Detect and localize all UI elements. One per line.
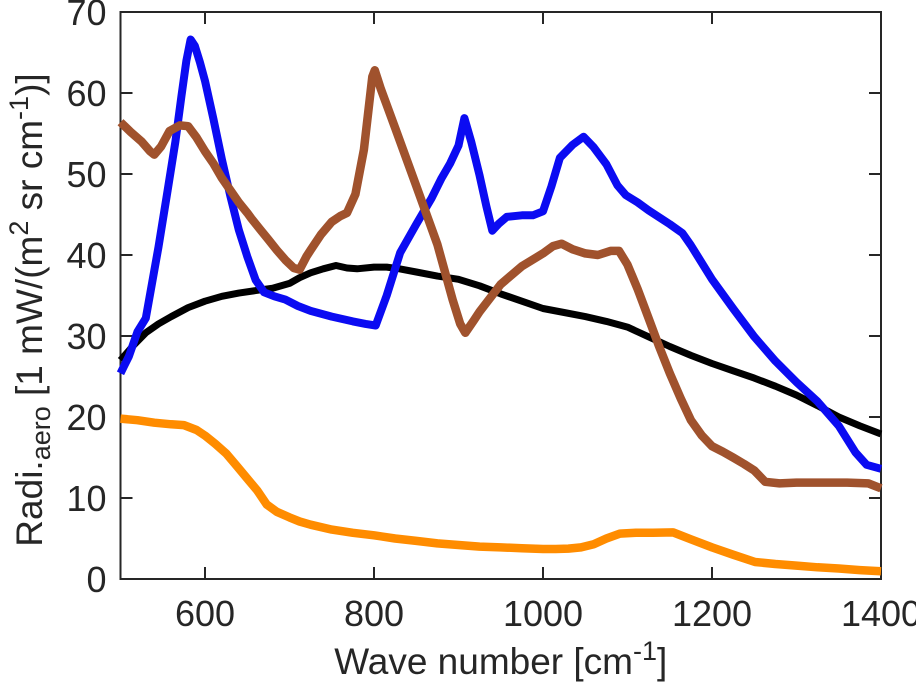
y-tick-label: 50	[66, 154, 106, 195]
y-tick-label: 30	[66, 316, 106, 357]
y-tick-label: 10	[66, 478, 106, 519]
brown-series-line	[117, 66, 883, 493]
x-tick-label: 600	[175, 593, 235, 634]
x-tick-label: 1000	[503, 593, 583, 634]
y-tick-label: 70	[66, 0, 106, 33]
x-tick-label: 1200	[672, 593, 752, 634]
y-tick-label: 40	[66, 235, 106, 276]
orange-series-line	[120, 414, 882, 576]
black-series-line	[117, 262, 883, 438]
y-tick-label: 0	[86, 559, 106, 600]
blue-series-line	[116, 35, 883, 473]
x-tick-label: 800	[344, 593, 404, 634]
y-tick-label: 60	[66, 73, 106, 114]
y-tick-label: 20	[66, 397, 106, 438]
axes-box	[119, 11, 882, 580]
y-axis-label: Radi.aero​ [1 mW/(m2​ sr cm-1​)]	[4, 73, 56, 546]
x-tick-label: 1400	[841, 593, 916, 634]
x-axis-label: Wave number [cm-1​]	[334, 636, 667, 682]
